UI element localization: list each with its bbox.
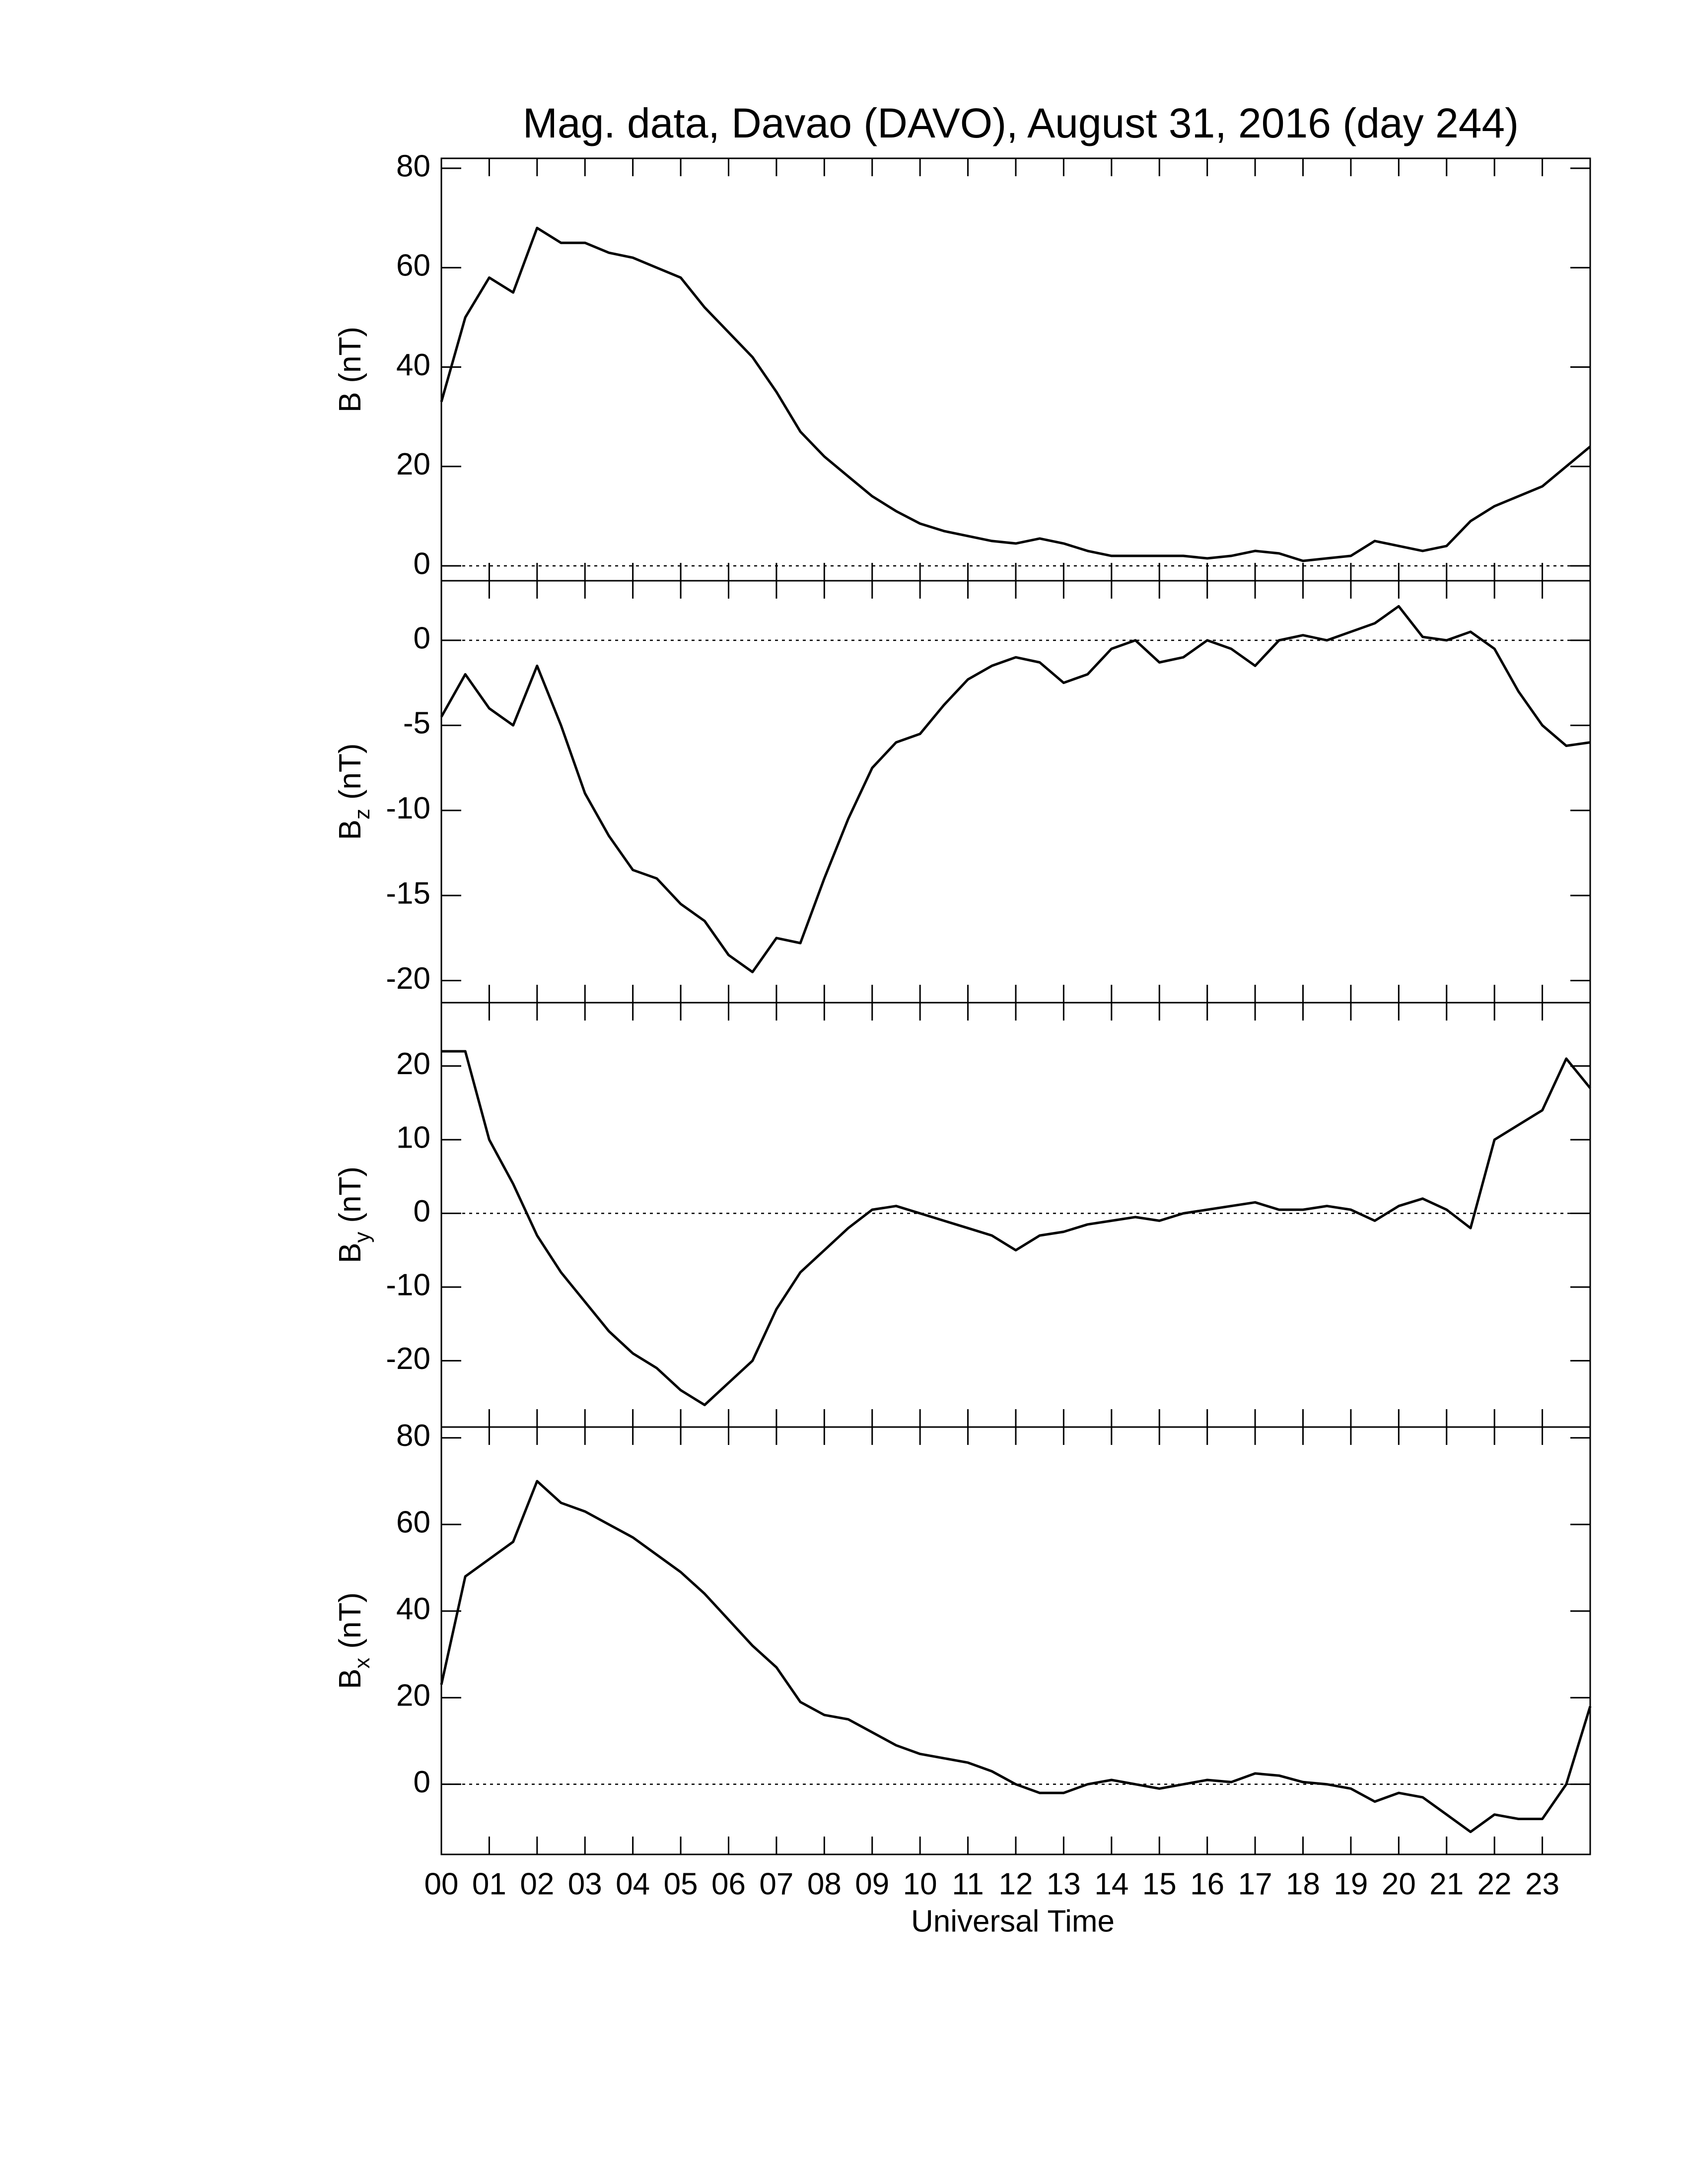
x-tick-label: 06 [711, 1867, 746, 1901]
y-label-unit: (nT) [333, 1592, 367, 1649]
x-tick-label: 17 [1238, 1867, 1272, 1901]
y-tick-label: 0 [414, 1194, 430, 1228]
x-tick-label: 13 [1047, 1867, 1081, 1901]
x-tick-label: 10 [903, 1867, 937, 1901]
y-label-symbol: B [333, 392, 367, 412]
plot-frame [440, 1426, 1591, 1855]
x-tick-label: 03 [568, 1867, 602, 1901]
x-tick-label: 02 [520, 1867, 554, 1901]
y-tick-label: -20 [386, 961, 430, 996]
x-tick-label: 21 [1429, 1867, 1464, 1901]
data-line [440, 226, 1591, 562]
x-tick-label: 18 [1286, 1867, 1320, 1901]
x-tick-label: 14 [1094, 1867, 1128, 1901]
y-label-unit: (nT) [333, 327, 367, 383]
y-tick-label: -15 [386, 876, 430, 910]
x-tick-label: 09 [855, 1867, 889, 1901]
y-tick-label: 40 [396, 348, 430, 382]
data-line [441, 1050, 1591, 1406]
data-line [440, 1480, 1592, 1834]
y-axis-label: By (nT) [333, 1166, 374, 1263]
x-tick-label: 08 [807, 1867, 842, 1901]
y-tick-label: 60 [396, 1505, 430, 1540]
y-label-subscript: y [350, 1232, 374, 1243]
chart-title: Mag. data, Davao (DAVO), August 31, 2016… [523, 100, 1519, 146]
x-tick-label: 00 [424, 1867, 459, 1901]
y-tick-label: 0 [414, 1765, 430, 1799]
y-tick-label: 80 [396, 1419, 430, 1453]
x-tick-label: 23 [1525, 1867, 1559, 1901]
y-tick-label: -10 [386, 791, 430, 825]
y-tick-label: -20 [386, 1342, 430, 1376]
y-tick-label: 80 [396, 149, 430, 183]
x-tick-label: 07 [759, 1867, 793, 1901]
y-tick-label: 20 [396, 447, 430, 481]
y-label-symbol: B [333, 819, 367, 840]
y-axis-label: Bx (nT) [333, 1592, 374, 1689]
y-label-unit: (nT) [333, 743, 367, 800]
y-label-unit: (nT) [333, 1166, 367, 1223]
x-tick-label: 05 [664, 1867, 698, 1901]
x-tick-label: 20 [1382, 1867, 1416, 1901]
x-tick-label: 16 [1190, 1867, 1224, 1901]
y-tick-label: 0 [414, 621, 430, 655]
y-label-subscript: x [350, 1658, 374, 1669]
x-tick-label: 12 [999, 1867, 1033, 1901]
y-tick-label: 40 [396, 1592, 430, 1626]
x-tick-label: 15 [1142, 1867, 1177, 1901]
x-axis-label: Universal Time [911, 1904, 1115, 1938]
y-tick-label: -10 [386, 1268, 430, 1302]
x-tick-label: 22 [1477, 1867, 1512, 1901]
data-line [440, 605, 1591, 973]
y-tick-label: 20 [396, 1047, 430, 1081]
x-tick-label: 19 [1334, 1867, 1368, 1901]
y-tick-label: -5 [403, 706, 430, 741]
x-tick-label: 11 [952, 1867, 984, 1901]
y-label-symbol: B [333, 1669, 367, 1689]
y-axis-label: Bz (nT) [333, 743, 374, 840]
y-tick-label: 20 [396, 1679, 430, 1713]
x-tick-label: 04 [616, 1867, 650, 1901]
x-tick-label: 01 [472, 1867, 506, 1901]
y-label-subscript: z [350, 809, 374, 819]
y-tick-label: 60 [396, 249, 430, 283]
y-label-symbol: B [333, 1243, 367, 1263]
y-tick-label: 0 [414, 546, 430, 581]
y-axis-label: B (nT) [333, 327, 367, 412]
y-tick-label: 10 [396, 1120, 430, 1155]
